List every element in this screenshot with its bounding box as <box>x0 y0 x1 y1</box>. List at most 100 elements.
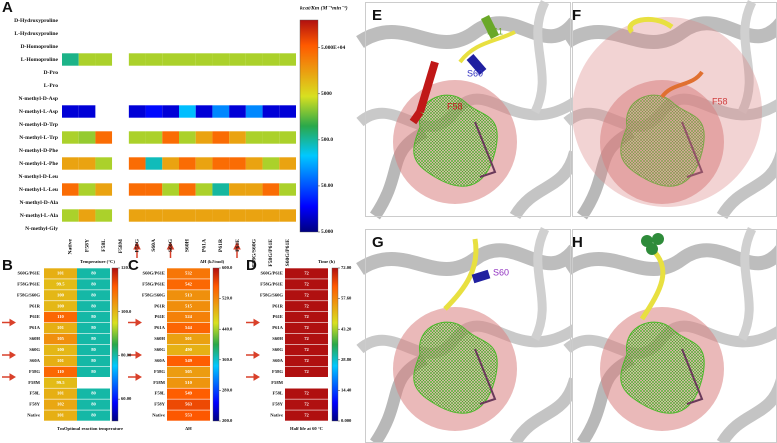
cell <box>279 92 296 105</box>
cell <box>95 131 113 144</box>
cell-label: 110 <box>57 369 64 374</box>
cell-label: 99.5 <box>56 380 65 385</box>
cell <box>95 105 113 118</box>
cell <box>167 268 210 279</box>
cell <box>285 279 328 290</box>
cell <box>195 157 213 170</box>
cell <box>95 92 113 105</box>
colorbar-label: 80.00 <box>121 352 132 357</box>
cell <box>78 53 96 66</box>
cell <box>62 222 79 235</box>
cell <box>162 79 179 92</box>
cell <box>62 131 79 144</box>
cell <box>77 377 110 388</box>
cell <box>128 183 146 196</box>
row-label: N-methyl-D-Leu <box>19 174 58 180</box>
cell <box>245 196 263 209</box>
cell-label: 100 <box>57 292 65 297</box>
cell <box>262 27 280 40</box>
cell <box>229 79 246 92</box>
cell <box>279 157 296 170</box>
cell <box>62 92 79 105</box>
cell-label: 80 <box>91 358 96 363</box>
colorbar <box>299 19 319 233</box>
column-label: F58G/P61E <box>268 239 274 267</box>
structure-h <box>567 229 777 443</box>
cell <box>167 366 210 377</box>
cell <box>285 268 328 279</box>
row-label: L-Hydroxyproline <box>14 31 58 37</box>
cell <box>279 222 296 235</box>
column-label: P61R <box>218 238 224 252</box>
cell-label: 100 <box>57 303 65 308</box>
cell <box>179 222 196 235</box>
column-label: Tm <box>57 426 64 431</box>
cell <box>77 268 110 279</box>
cell <box>62 144 79 157</box>
cell <box>285 355 328 367</box>
cell <box>167 399 210 410</box>
colorbar-label: 14.40 <box>341 387 352 392</box>
cell <box>195 183 213 196</box>
cell <box>245 118 263 131</box>
row-label: N-methyl-L-Ala <box>20 213 58 219</box>
cell <box>78 27 96 40</box>
residue-label: P61 <box>487 26 503 36</box>
cell <box>44 399 77 410</box>
cell <box>128 27 146 40</box>
cell <box>279 27 296 40</box>
cell <box>279 118 296 131</box>
cell <box>195 105 213 118</box>
column-label: F58L <box>101 239 107 252</box>
cell <box>229 118 246 131</box>
row-label: P61R <box>154 303 165 308</box>
cell <box>212 170 230 183</box>
cell-label: 105 <box>57 336 65 341</box>
cell-label: 102 <box>57 402 65 407</box>
row-label: S60A <box>30 358 41 363</box>
cell <box>77 410 110 421</box>
cell <box>179 66 196 79</box>
column-label: F58M <box>118 238 124 253</box>
cell <box>195 92 213 105</box>
cell <box>179 196 196 209</box>
cell <box>167 322 210 334</box>
cell <box>145 105 163 118</box>
row-label: S60H <box>272 336 283 341</box>
row-label: F58G/P61E <box>260 281 283 286</box>
cell-label: 72 <box>304 271 309 276</box>
cell <box>44 366 77 377</box>
cell-label: 80 <box>91 413 96 418</box>
cell <box>95 66 113 79</box>
cell-label: 563 <box>185 402 193 407</box>
cell <box>195 14 213 27</box>
colorbar-label: 57.60 <box>341 296 352 301</box>
row-label: N-methyl-D-Ala <box>19 200 58 206</box>
cell <box>195 27 213 40</box>
column-label: F58G <box>134 238 140 252</box>
cell-label: 80 <box>91 292 96 297</box>
column-label: Native <box>68 238 74 254</box>
column-label: Half life at 60 °C <box>290 426 323 431</box>
cell <box>279 144 296 157</box>
cell <box>179 209 196 222</box>
cell <box>229 66 246 79</box>
cell <box>212 196 230 209</box>
cell <box>285 377 328 388</box>
cell <box>162 53 179 66</box>
cell <box>77 301 110 312</box>
cell-label: 80 <box>91 281 96 286</box>
cell <box>245 14 263 27</box>
cell <box>262 40 280 53</box>
cell <box>262 105 280 118</box>
cell <box>262 170 280 183</box>
cell <box>95 118 113 131</box>
cell-label: 501 <box>185 336 193 341</box>
cell <box>128 144 146 157</box>
cell-label: 72 <box>304 314 309 319</box>
cell <box>162 105 179 118</box>
cell-label: 101 <box>57 358 65 363</box>
cell <box>128 157 146 170</box>
cell <box>145 157 163 170</box>
cell <box>279 170 296 183</box>
